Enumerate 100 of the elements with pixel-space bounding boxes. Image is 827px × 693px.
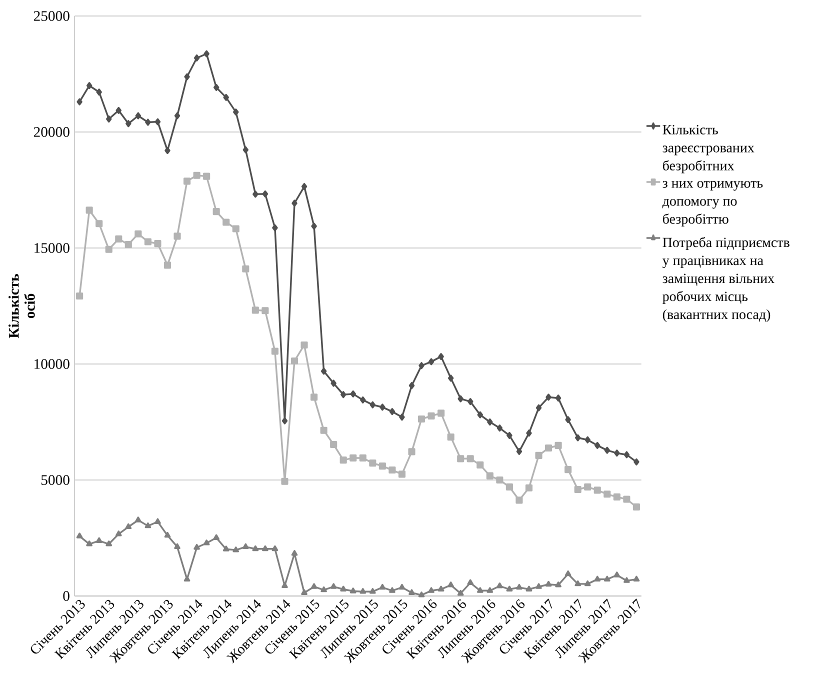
point: [86, 206, 93, 214]
point: [310, 583, 318, 589]
point: [340, 456, 347, 464]
point: [222, 218, 230, 226]
point: [300, 341, 308, 349]
point: [467, 398, 474, 406]
point: [242, 543, 249, 550]
point: [457, 455, 464, 462]
point: [144, 522, 152, 528]
point: [466, 455, 474, 462]
y-tick-label: 0: [63, 591, 70, 601]
point: [526, 586, 532, 592]
point: [232, 225, 240, 232]
point: [272, 224, 278, 232]
point: [242, 146, 249, 154]
point: [271, 348, 278, 355]
point: [388, 466, 396, 474]
point: [418, 592, 425, 598]
point: [76, 292, 84, 300]
point: [106, 115, 112, 123]
point: [360, 396, 366, 404]
point: [632, 503, 640, 510]
point: [614, 450, 620, 457]
point: [438, 353, 444, 360]
point: [213, 534, 220, 540]
point: [134, 230, 142, 238]
point: [506, 432, 512, 439]
point: [105, 246, 112, 253]
point: [212, 208, 220, 216]
point: [145, 118, 151, 126]
point: [154, 240, 162, 248]
point: [115, 530, 122, 536]
point: [506, 483, 513, 490]
point: [222, 546, 230, 552]
point: [125, 523, 132, 530]
point: [516, 496, 523, 504]
point: [242, 265, 250, 272]
point: [115, 235, 122, 242]
point: [516, 448, 522, 456]
point: [486, 472, 494, 480]
point: [232, 546, 240, 552]
point: [144, 238, 152, 246]
point: [320, 586, 327, 592]
point: [408, 382, 415, 390]
point: [584, 436, 590, 444]
point: [624, 451, 630, 458]
point: [565, 416, 571, 424]
point: [370, 401, 376, 408]
point: [448, 582, 454, 588]
point: [174, 112, 180, 120]
point: [174, 232, 181, 240]
y-tick-label: 10000: [34, 359, 70, 369]
point: [96, 537, 102, 543]
point: [389, 587, 396, 593]
point: [633, 576, 640, 582]
point: [360, 588, 366, 594]
point: [496, 424, 503, 432]
point: [310, 394, 318, 401]
point: [476, 587, 484, 593]
point: [194, 544, 200, 550]
point: [477, 411, 483, 418]
point: [193, 172, 200, 179]
point: [613, 493, 620, 500]
point: [554, 442, 562, 449]
point: [604, 446, 610, 454]
point: [428, 412, 435, 420]
point: [164, 262, 172, 269]
point: [487, 418, 493, 426]
point: [624, 577, 630, 583]
point: [476, 461, 484, 468]
point: [545, 580, 552, 587]
point: [164, 532, 171, 538]
point: [86, 82, 92, 90]
point: [301, 182, 308, 190]
point: [536, 404, 542, 412]
point: [564, 466, 572, 474]
point: [116, 106, 122, 114]
point: [76, 98, 82, 106]
point: [184, 73, 190, 80]
point: [126, 120, 132, 128]
point: [408, 448, 416, 456]
point: [564, 570, 572, 576]
point: [594, 576, 601, 582]
point: [467, 579, 474, 585]
point: [526, 430, 532, 437]
point: [184, 576, 190, 582]
point: [584, 483, 592, 490]
point: [448, 374, 454, 382]
y-tick-label: 25000: [34, 11, 70, 21]
legend-label: Кількість зареєстрованих безробітних: [662, 125, 754, 174]
point: [330, 583, 337, 589]
point: [194, 54, 200, 62]
point: [350, 454, 357, 462]
point: [96, 88, 102, 96]
point: [634, 458, 640, 466]
y-axis-title: Кількість осіб: [8, 274, 35, 338]
y-tick-label: 15000: [34, 243, 70, 253]
point: [311, 222, 317, 230]
point: [330, 380, 336, 387]
point: [106, 540, 112, 546]
